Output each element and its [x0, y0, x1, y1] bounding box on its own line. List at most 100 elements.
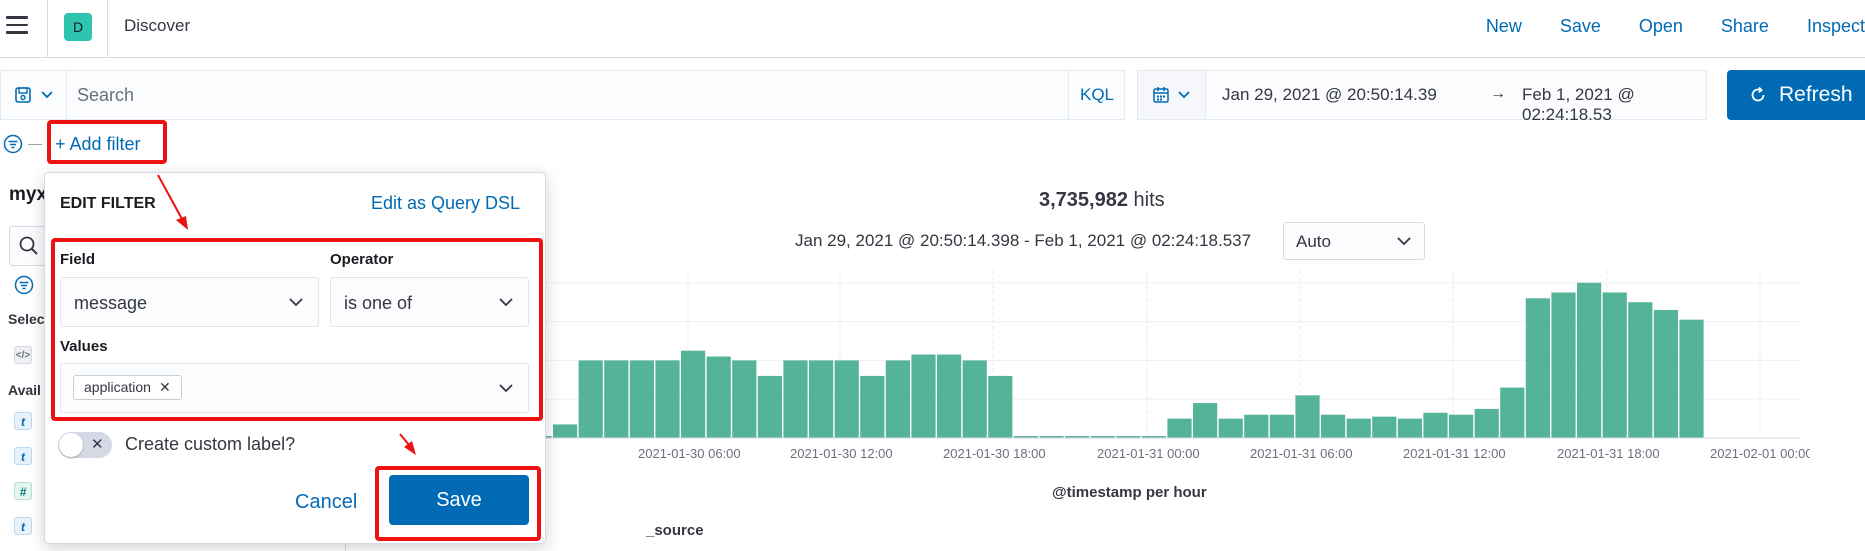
histogram-bar[interactable] — [988, 375, 1013, 438]
header-divider — [107, 0, 108, 58]
interval-select[interactable]: Auto — [1283, 222, 1425, 260]
quick-menu-button[interactable] — [1138, 71, 1206, 119]
refresh-button[interactable]: Refresh — [1727, 70, 1865, 120]
end-date[interactable]: Feb 1, 2021 @ 02:24:18.53 — [1522, 85, 1635, 124]
histogram-bar[interactable] — [1372, 416, 1397, 438]
histogram-bar[interactable] — [1141, 436, 1166, 438]
histogram-bar[interactable] — [681, 350, 706, 438]
histogram-bar[interactable] — [885, 360, 910, 438]
refresh-label: Refresh — [1779, 83, 1853, 106]
add-filter-button[interactable]: + Add filter — [55, 134, 141, 154]
histogram-bar[interactable] — [1013, 436, 1038, 438]
chevron-down-icon — [289, 298, 303, 307]
histogram-bar[interactable] — [1602, 292, 1627, 439]
histogram-bar[interactable] — [1577, 282, 1602, 438]
menu-icon[interactable] — [6, 16, 28, 36]
date-arrow-icon: → — [1490, 85, 1506, 102]
string-field-icon[interactable]: t — [14, 447, 32, 465]
histogram-bar[interactable] — [1346, 418, 1371, 438]
histogram-bar[interactable] — [860, 375, 885, 438]
nav-save-link[interactable]: Save — [1559, 16, 1601, 36]
histogram-bar[interactable] — [655, 360, 680, 438]
nav-open-link[interactable]: Open — [1638, 16, 1683, 36]
histogram-bar[interactable] — [1167, 418, 1192, 438]
operator-select[interactable]: is one of — [330, 277, 529, 327]
space-avatar[interactable]: D — [64, 13, 92, 41]
histogram-bar[interactable] — [553, 424, 578, 438]
histogram-bar[interactable] — [1321, 414, 1346, 438]
histogram-bar[interactable] — [937, 354, 962, 438]
field-search[interactable] — [9, 226, 49, 266]
chip-label: application — [84, 379, 151, 395]
chevron-down-icon — [499, 298, 513, 307]
operator-label: Operator — [330, 251, 394, 268]
histogram-bar[interactable] — [1474, 408, 1499, 438]
filter-icon[interactable] — [3, 134, 23, 154]
x-tick-label: 2021-02-01 00:00 — [1710, 446, 1810, 461]
hits-count: 3,735,982 hits — [1039, 189, 1165, 212]
custom-label-toggle[interactable]: ✕ — [58, 432, 112, 458]
values-combobox[interactable]: application ✕ — [60, 363, 529, 413]
histogram-bar[interactable] — [1525, 298, 1550, 438]
histogram-bar[interactable] — [1679, 319, 1704, 438]
histogram-bar[interactable] — [1295, 395, 1320, 438]
nav-share-link[interactable]: Share — [1720, 16, 1769, 36]
x-tick-label: 2021-01-30 12:00 — [790, 446, 893, 461]
x-tick-label: 2021-01-30 06:00 — [638, 446, 741, 461]
toggle-off-icon: ✕ — [91, 436, 104, 453]
histogram-bar[interactable] — [809, 360, 834, 438]
histogram-bar[interactable] — [1039, 436, 1064, 438]
source-column-header: _source — [646, 522, 704, 539]
histogram-bar[interactable] — [1551, 292, 1576, 439]
histogram-bar[interactable] — [834, 360, 859, 438]
histogram-bar[interactable] — [629, 360, 654, 438]
histogram-bar[interactable] — [962, 360, 987, 438]
string-field-icon[interactable]: t — [14, 517, 32, 535]
histogram-bar[interactable] — [1449, 414, 1474, 438]
chip-remove-icon[interactable]: ✕ — [158, 379, 171, 395]
query-field: KQL — [0, 70, 1125, 120]
edit-as-dsl-link[interactable]: Edit as Query DSL — [371, 193, 521, 213]
search-input[interactable] — [77, 71, 1067, 119]
x-tick-label: 2021-01-31 12:00 — [1403, 446, 1506, 461]
nav-new-link[interactable]: New — [1485, 16, 1522, 36]
string-field-icon[interactable]: t — [14, 412, 32, 430]
histogram-bar[interactable] — [783, 360, 808, 438]
x-tick-label: 2021-01-31 06:00 — [1250, 446, 1353, 461]
date-picker: Jan 29, 2021 @ 20:50:14.39 → Feb 1, 2021… — [1137, 70, 1707, 124]
kql-button[interactable]: KQL — [1068, 71, 1125, 119]
field-filter-icon[interactable] — [14, 275, 34, 295]
nav-inspect-link[interactable]: Inspect — [1806, 16, 1865, 36]
query-bar: KQL Jan 29, 2021 @ 20:50:14.39 → Feb 1, … — [0, 70, 1865, 124]
histogram-bar[interactable] — [1090, 436, 1115, 438]
histogram-bar[interactable] — [578, 360, 603, 438]
number-field-icon[interactable]: # — [14, 482, 32, 500]
popover-title: EDIT FILTER — [60, 195, 156, 212]
page-title: Discover — [124, 16, 191, 35]
histogram-bar[interactable] — [1218, 418, 1243, 438]
histogram-bar[interactable] — [1423, 412, 1448, 438]
histogram-bar[interactable] — [1065, 436, 1090, 438]
histogram-bar[interactable] — [732, 360, 757, 438]
start-date[interactable]: Jan 29, 2021 @ 20:50:14.39 — [1222, 85, 1437, 104]
saved-query-button[interactable] — [1, 71, 67, 119]
histogram-bar[interactable] — [1193, 403, 1218, 438]
index-pattern-title[interactable]: myx — [9, 184, 48, 205]
histogram-bar[interactable] — [706, 356, 731, 438]
field-select[interactable]: message — [60, 277, 319, 327]
cancel-button[interactable]: Cancel — [295, 491, 358, 513]
field-value: message — [74, 293, 148, 313]
histogram-bar[interactable] — [1116, 436, 1141, 438]
histogram-bar[interactable] — [1269, 414, 1294, 438]
histogram-bar[interactable] — [757, 375, 782, 438]
histogram-bar[interactable] — [1397, 418, 1422, 438]
histogram-bar[interactable] — [1653, 309, 1678, 438]
histogram-bar[interactable] — [1244, 414, 1269, 438]
histogram-bar[interactable] — [604, 360, 629, 438]
save-filter-button[interactable]: Save — [389, 475, 529, 525]
histogram-bar[interactable] — [911, 354, 936, 438]
histogram-bar[interactable] — [1500, 387, 1525, 438]
histogram-bar[interactable] — [1628, 302, 1653, 438]
